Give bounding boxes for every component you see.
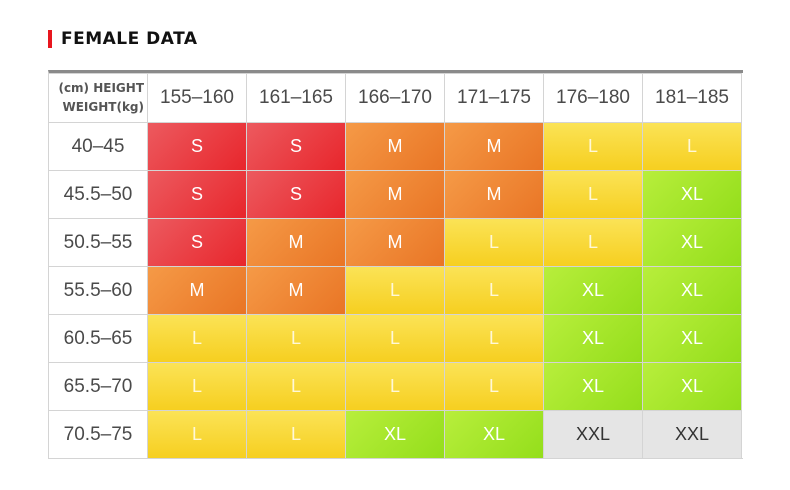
size-cell: XL xyxy=(544,362,643,410)
size-cell: L xyxy=(346,314,445,362)
size-cell: L xyxy=(247,362,346,410)
weight-row-label: 65.5–70 xyxy=(49,362,148,410)
size-cell: XL xyxy=(346,410,445,458)
weight-row-label: 70.5–75 xyxy=(49,410,148,458)
size-cell: L xyxy=(445,362,544,410)
size-cell: L xyxy=(346,266,445,314)
size-cell: XL xyxy=(643,218,742,266)
size-cell: XL xyxy=(445,410,544,458)
size-cell: L xyxy=(445,218,544,266)
weight-row-label: 60.5–65 xyxy=(49,314,148,362)
size-cell: XXL xyxy=(643,410,742,458)
size-cell: M xyxy=(346,170,445,218)
weight-row-label: 45.5–50 xyxy=(49,170,148,218)
height-header: 181–185 xyxy=(643,73,742,122)
page-title: FEMALE DATA xyxy=(61,29,198,49)
size-cell: L xyxy=(148,362,247,410)
size-cell: M xyxy=(445,122,544,170)
size-cell: XL xyxy=(544,314,643,362)
corner-weight-label: WEIGHT(kg) xyxy=(62,100,144,114)
size-cell: L xyxy=(643,122,742,170)
size-cell: M xyxy=(346,218,445,266)
corner-height-label: (cm) HEIGHT xyxy=(58,81,144,95)
size-cell: S xyxy=(247,170,346,218)
size-cell: XL xyxy=(643,170,742,218)
size-cell: XL xyxy=(643,362,742,410)
size-cell: S xyxy=(148,218,247,266)
size-cell: S xyxy=(148,170,247,218)
height-header: 155–160 xyxy=(148,73,247,122)
size-cell: XL xyxy=(544,266,643,314)
weight-row-label: 55.5–60 xyxy=(49,266,148,314)
height-header: 176–180 xyxy=(544,73,643,122)
section-title: FEMALE DATA xyxy=(48,29,198,49)
size-cell: M xyxy=(247,266,346,314)
title-accent-bar xyxy=(48,30,52,48)
size-cell: XXL xyxy=(544,410,643,458)
weight-row-label: 40–45 xyxy=(49,122,148,170)
size-cell: XL xyxy=(643,314,742,362)
size-chart-table: (cm) HEIGHT WEIGHT(kg) 155–160 161–165 1… xyxy=(48,70,743,459)
size-cell: M xyxy=(445,170,544,218)
size-cell: L xyxy=(544,170,643,218)
size-cell: L xyxy=(544,218,643,266)
height-header: 171–175 xyxy=(445,73,544,122)
size-cell: M xyxy=(247,218,346,266)
weight-row-label: 50.5–55 xyxy=(49,218,148,266)
size-cell: L xyxy=(247,410,346,458)
size-cell: L xyxy=(445,266,544,314)
size-cell: L xyxy=(544,122,643,170)
size-cell: L xyxy=(148,314,247,362)
height-header: 161–165 xyxy=(247,73,346,122)
size-cell: S xyxy=(148,122,247,170)
size-cell: XL xyxy=(643,266,742,314)
size-cell: L xyxy=(445,314,544,362)
size-cell: M xyxy=(148,266,247,314)
height-header: 166–170 xyxy=(346,73,445,122)
size-cell: L xyxy=(148,410,247,458)
size-cell: S xyxy=(247,122,346,170)
size-cell: L xyxy=(247,314,346,362)
size-cell: L xyxy=(346,362,445,410)
size-cell: M xyxy=(346,122,445,170)
corner-header: (cm) HEIGHT WEIGHT(kg) xyxy=(49,73,148,122)
